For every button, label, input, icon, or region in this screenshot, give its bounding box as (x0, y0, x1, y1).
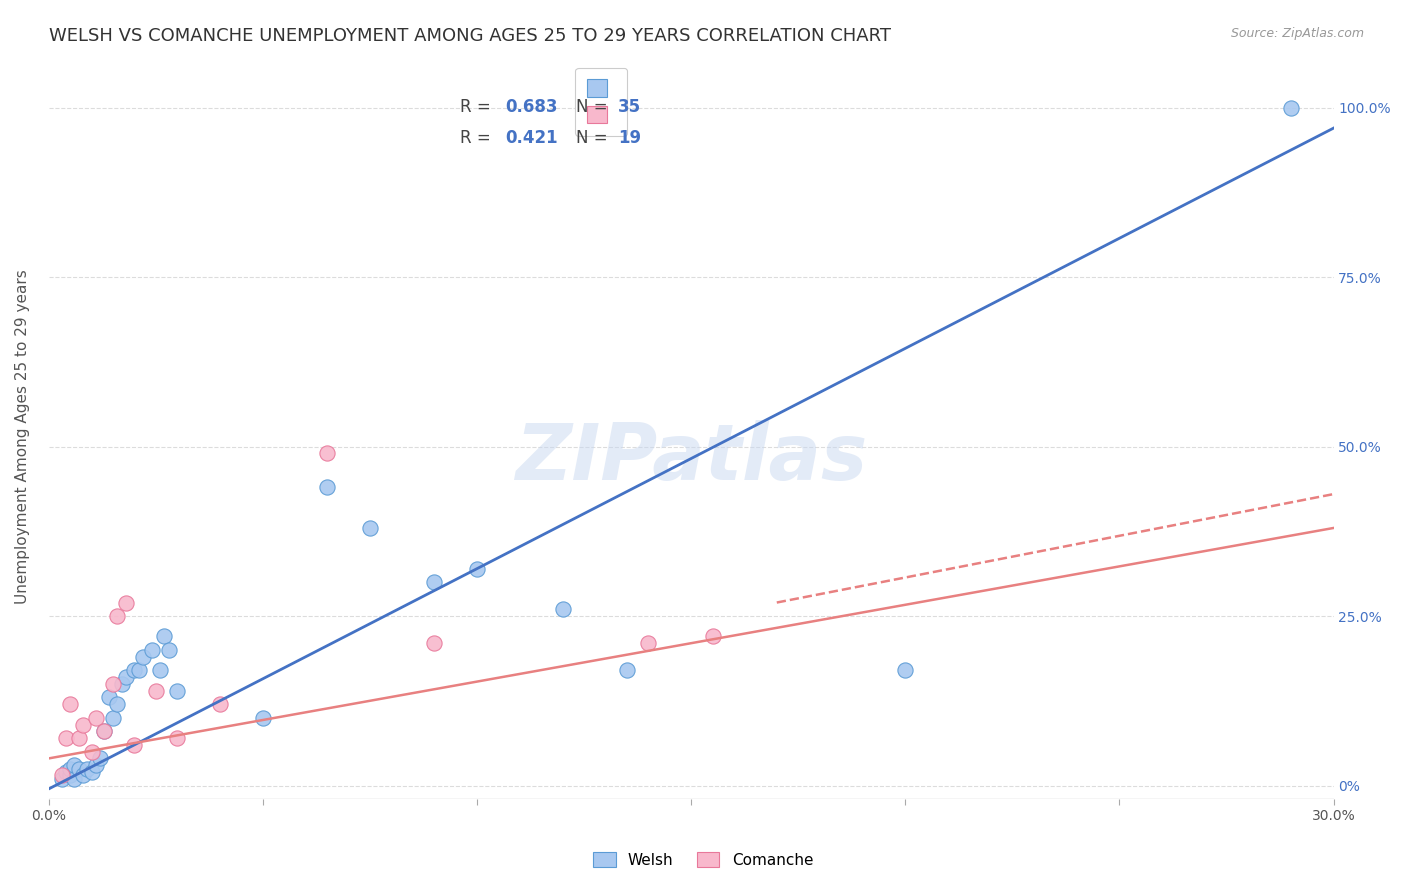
Point (423, 636, 446, 650)
Point (114, 670, 136, 684)
Point (93, 724, 115, 739)
Point (149, 663, 172, 677)
Point (166, 683, 188, 698)
Point (89, 751, 111, 765)
Point (63, 758, 86, 772)
Point (55, 731, 77, 745)
Point (616, 663, 638, 677)
Point (166, 731, 188, 745)
Point (252, 711, 274, 725)
Point (145, 683, 167, 698)
Legend: , : , (575, 68, 627, 136)
Point (63, 772, 86, 786)
Point (153, 629, 176, 643)
Point (51, 772, 73, 786)
Legend: Welsh, Comanche: Welsh, Comanche (585, 844, 821, 875)
Point (55, 764, 77, 779)
Point (84, 711, 107, 725)
Point (1279, 101, 1302, 115)
Point (702, 629, 724, 643)
Point (101, 711, 124, 725)
Point (894, 663, 917, 677)
Point (59, 768, 82, 782)
Point (97, 690, 120, 705)
Point (423, 575, 446, 590)
Point (124, 663, 146, 677)
Text: 19: 19 (617, 128, 641, 147)
Point (67, 762, 90, 776)
Point (101, 677, 124, 691)
Point (84, 758, 107, 772)
Text: N =: N = (575, 128, 607, 147)
Point (67, 731, 90, 745)
Text: 0.421: 0.421 (505, 128, 557, 147)
Text: 35: 35 (617, 97, 641, 116)
Point (72, 717, 94, 731)
Point (637, 636, 659, 650)
Text: N =: N = (575, 97, 607, 116)
Text: R =: R = (460, 128, 491, 147)
Y-axis label: Unemployment Among Ages 25 to 29 years: Unemployment Among Ages 25 to 29 years (15, 269, 30, 604)
Point (551, 602, 574, 616)
Point (76, 762, 98, 776)
Text: WELSH VS COMANCHE UNEMPLOYMENT AMONG AGES 25 TO 29 YEARS CORRELATION CHART: WELSH VS COMANCHE UNEMPLOYMENT AMONG AGE… (49, 27, 891, 45)
Point (59, 762, 82, 776)
Text: 0.683: 0.683 (505, 97, 557, 116)
Point (80, 764, 103, 779)
Point (316, 480, 339, 494)
Point (105, 697, 128, 711)
Point (316, 446, 339, 460)
Text: Source: ZipAtlas.com: Source: ZipAtlas.com (1230, 27, 1364, 40)
Point (128, 663, 150, 677)
Text: ZIPatlas: ZIPatlas (515, 420, 868, 496)
Point (141, 643, 163, 657)
Point (80, 745, 103, 759)
Point (359, 521, 381, 535)
Point (51, 768, 73, 782)
Text: R =: R = (460, 97, 491, 116)
Point (105, 609, 128, 624)
Point (209, 697, 232, 711)
Point (59, 697, 82, 711)
Point (93, 724, 115, 739)
Point (132, 649, 155, 664)
Point (72, 768, 94, 782)
Point (124, 738, 146, 752)
Point (465, 561, 488, 575)
Point (157, 643, 180, 657)
Point (110, 677, 132, 691)
Point (114, 595, 136, 609)
